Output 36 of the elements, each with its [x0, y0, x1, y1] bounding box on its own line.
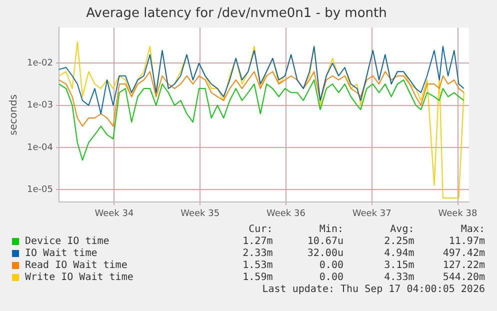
text: 1.27m	[242, 236, 273, 247]
x-tick-label: Week 37	[352, 208, 392, 219]
text: 32.00u	[306, 248, 344, 259]
legend-label: Read IO Wait time	[25, 260, 128, 271]
text: 3.15m	[383, 260, 414, 271]
text: 497.42m	[442, 248, 485, 259]
x-tick-label: Week 38	[438, 208, 478, 219]
text: 0.00	[318, 260, 344, 271]
text: 4.94m	[383, 248, 414, 259]
legend-label: Write IO Wait time	[25, 272, 134, 283]
text: 4.33m	[383, 272, 414, 283]
text: Cur:	[248, 224, 273, 235]
legend-label: IO Wait time	[25, 248, 98, 259]
text: 127.22m	[442, 260, 485, 271]
text: 544.20m	[442, 272, 485, 283]
text: 0.00	[318, 272, 344, 283]
x-tick-label: Week 34	[94, 208, 134, 219]
text: 1.53m	[242, 260, 273, 271]
y-tick-label: 1e-04	[26, 142, 54, 153]
text: 2.33m	[242, 248, 273, 259]
text: Min:	[318, 224, 344, 235]
text: 2.25m	[383, 236, 414, 247]
legend-label: Device IO time	[25, 236, 110, 247]
text: Avg:	[389, 224, 414, 235]
text: 10.67u	[306, 236, 344, 247]
y-axis-title: seconds	[8, 94, 20, 136]
x-tick-label: Week 35	[180, 208, 220, 219]
x-tick-label: Week 36	[266, 208, 306, 219]
y-tick-label: 1e-05	[26, 184, 53, 195]
y-tick-label: 1e-03	[26, 100, 53, 111]
text: 11.97m	[448, 236, 485, 247]
text: Max:	[460, 224, 485, 235]
text: 1.59m	[242, 272, 273, 283]
chart-title: Average latency for /dev/nvme0n1 - by month	[86, 6, 387, 22]
text: Last update: Thu Sep 17 04:00:05 2026	[261, 284, 485, 295]
y-tick-label: 1e-02	[26, 58, 53, 69]
